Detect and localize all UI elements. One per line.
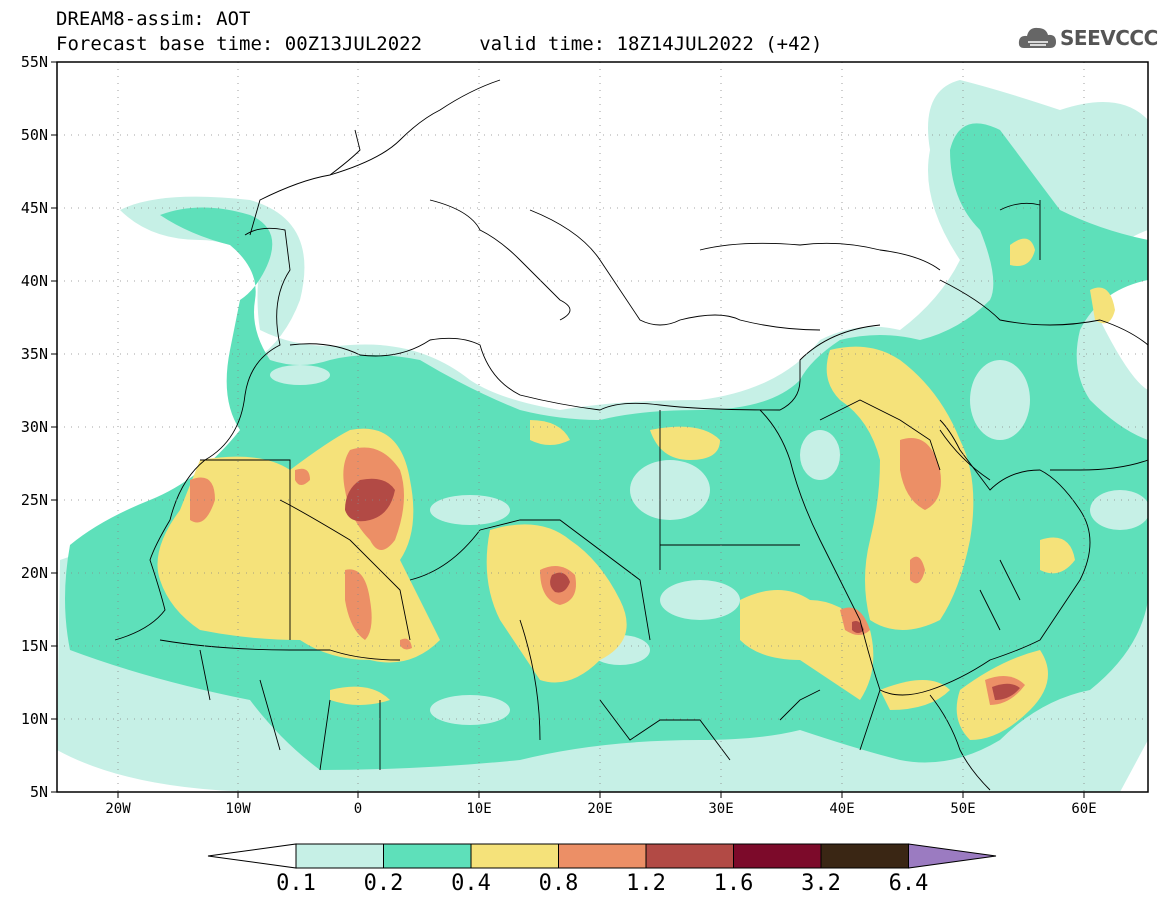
colorbar-swatch <box>383 843 472 869</box>
colorbar-low-arrow <box>207 843 297 869</box>
colorbar-label: 0.2 <box>364 871 404 896</box>
lon-label: 50E <box>950 801 975 817</box>
lon-label: 0 <box>354 801 362 817</box>
colorbar-swatch <box>558 843 647 869</box>
colorbar-label: 0.4 <box>451 871 491 896</box>
lat-label: 10N <box>21 710 48 728</box>
colorbar-swatch <box>733 843 822 869</box>
lon-label: 60E <box>1071 801 1096 817</box>
lat-label: 35N <box>21 345 48 363</box>
colorbar-label: 0.1 <box>276 871 316 896</box>
cloud-icon <box>1018 27 1056 48</box>
colorbar-label: 1.6 <box>714 871 754 896</box>
colorbar-swatch <box>820 843 909 869</box>
colorbar-swatch <box>470 843 559 869</box>
colorbar-label: 1.2 <box>626 871 666 896</box>
colorbar-swatch <box>295 843 384 869</box>
forecast-times: Forecast base time: 00Z13JUL2022 valid t… <box>56 33 823 55</box>
colorbar <box>207 843 997 869</box>
lat-label: 55N <box>21 53 48 71</box>
lon-label: 10E <box>466 801 491 817</box>
colorbar-label: 0.8 <box>539 871 579 896</box>
lon-label: 10W <box>225 801 251 817</box>
lat-label: 25N <box>21 491 48 509</box>
colorbar-label: 6.4 <box>889 871 929 896</box>
lon-label: 20W <box>105 801 131 817</box>
lat-label: 30N <box>21 418 48 436</box>
lat-label: 50N <box>21 126 48 144</box>
axis-ticks <box>51 61 1085 798</box>
lon-label: 20E <box>587 801 612 817</box>
lat-label: 45N <box>21 199 48 217</box>
colorbar-high-arrow <box>908 843 997 869</box>
colorbar-swatch <box>645 843 734 869</box>
graticule <box>57 62 1148 792</box>
colorbar-labels: 0.1 0.2 0.4 0.8 1.2 1.6 3.2 6.4 <box>276 871 928 896</box>
lat-labels: 55N 50N 45N 40N 35N 30N 25N 20N 15N 10N … <box>21 53 48 801</box>
colorbar-label: 3.2 <box>801 871 841 896</box>
coastlines-borders <box>114 79 1148 791</box>
seevccc-logo: SEEVCCC <box>1018 22 1158 56</box>
lon-labels: 20W 10W 0 10E 20E 30E 40E 50E 60E <box>105 801 1096 817</box>
lon-label: 30E <box>708 801 733 817</box>
lon-label: 40E <box>829 801 854 817</box>
lat-label: 20N <box>21 564 48 582</box>
lat-label: 5N <box>30 783 48 801</box>
lat-label: 40N <box>21 272 48 290</box>
logo-text: SEEVCCC <box>1060 26 1158 50</box>
aot-shading <box>57 80 1148 792</box>
lat-label: 15N <box>21 637 48 655</box>
map-title: DREAM8-assim: AOT <box>56 8 251 30</box>
